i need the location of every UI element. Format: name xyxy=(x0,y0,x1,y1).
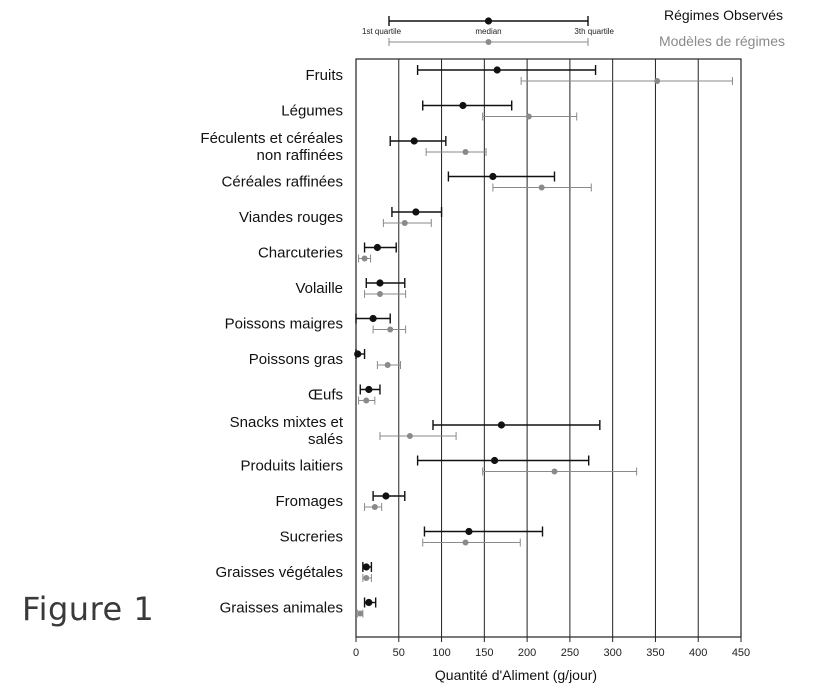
category-label: Légumes xyxy=(281,103,343,120)
x-tick-label: 300 xyxy=(603,647,621,659)
observed-median-point xyxy=(412,208,420,216)
key-label: 3th quartile xyxy=(574,27,614,36)
model-median-point xyxy=(371,504,378,510)
category-label: Fromages xyxy=(275,493,343,510)
observed-median-point xyxy=(373,243,381,252)
category-label: Sucreries xyxy=(280,529,343,546)
category-label: Snacks mixtes et xyxy=(230,414,344,431)
model-median-point xyxy=(462,149,469,155)
key-label: 1st quartile xyxy=(362,27,402,36)
model-median-point xyxy=(357,610,364,617)
observed-median-point xyxy=(493,66,501,74)
model-median-point xyxy=(361,255,368,262)
observed-median-point xyxy=(382,492,390,500)
observed-median-point xyxy=(369,314,377,323)
plot-frame xyxy=(355,58,742,638)
legend-observed: Régimes Observés xyxy=(664,7,783,23)
observed-median-point xyxy=(465,527,473,536)
model-median-point xyxy=(376,291,383,297)
x-tick-label: 50 xyxy=(393,647,405,659)
x-tick-label: 150 xyxy=(475,647,493,659)
category-label: Féculents et céréales xyxy=(200,130,343,147)
key-observed-median xyxy=(484,17,493,25)
observed-median-point xyxy=(365,598,373,607)
model-median-point xyxy=(384,362,391,368)
category-label: salés xyxy=(308,431,343,448)
x-tick-label: 350 xyxy=(646,647,664,659)
category-label: non raffinées xyxy=(257,147,343,164)
model-median-point xyxy=(406,433,413,439)
data-marks xyxy=(354,65,733,618)
category-label: Fruits xyxy=(306,67,344,84)
x-tick-label: 100 xyxy=(432,647,450,659)
category-label: Poissons maigres xyxy=(225,316,343,333)
figure-label: Figure 1 xyxy=(22,590,155,628)
category-label: Graisses animales xyxy=(220,600,343,617)
category-label: Poissons gras xyxy=(249,351,343,368)
x-axis-label: Quantité d'Aliment (g/jour) xyxy=(435,667,597,683)
category-label: Viandes rouges xyxy=(239,209,343,226)
model-median-point xyxy=(363,397,370,404)
model-median-point xyxy=(462,539,469,546)
x-tick-label: 450 xyxy=(732,647,750,659)
key-label: median xyxy=(475,27,501,36)
category-label: Graisses végétales xyxy=(215,564,343,581)
x-tick-label: 400 xyxy=(689,647,707,659)
model-median-point xyxy=(401,220,408,226)
category-label: Céréales raffinées xyxy=(222,174,343,191)
model-median-point xyxy=(363,575,370,581)
category-label: Charcuteries xyxy=(258,245,343,262)
observed-median-point xyxy=(489,172,497,181)
model-median-point xyxy=(654,78,661,84)
legend-key: 1st quartile median 3th quartile xyxy=(362,16,615,46)
observed-median-point xyxy=(365,385,373,394)
model-median-point xyxy=(525,113,532,120)
x-tick-label: 200 xyxy=(518,647,536,659)
observed-median-point xyxy=(376,279,384,287)
model-median-point xyxy=(551,468,558,475)
observed-median-point xyxy=(410,137,418,145)
observed-median-point xyxy=(354,350,362,358)
key-model-median xyxy=(485,39,492,45)
x-tick-label: 0 xyxy=(353,647,359,659)
observed-median-point xyxy=(497,421,506,429)
legend-model: Modèles de régimes xyxy=(659,33,785,49)
observed-median-point xyxy=(491,456,499,465)
plot-grid xyxy=(355,58,742,638)
model-median-point xyxy=(387,326,394,333)
observed-median-point xyxy=(459,101,467,110)
category-label: Œufs xyxy=(308,387,343,404)
x-tick-label: 250 xyxy=(561,647,579,659)
category-label: Produits laitiers xyxy=(240,458,343,475)
x-ticks: 0 50 100 150 200 250 300 350 400 450 xyxy=(353,637,750,659)
model-median-point xyxy=(538,184,545,191)
observed-median-point xyxy=(362,563,370,571)
category-label: Volaille xyxy=(295,280,343,297)
